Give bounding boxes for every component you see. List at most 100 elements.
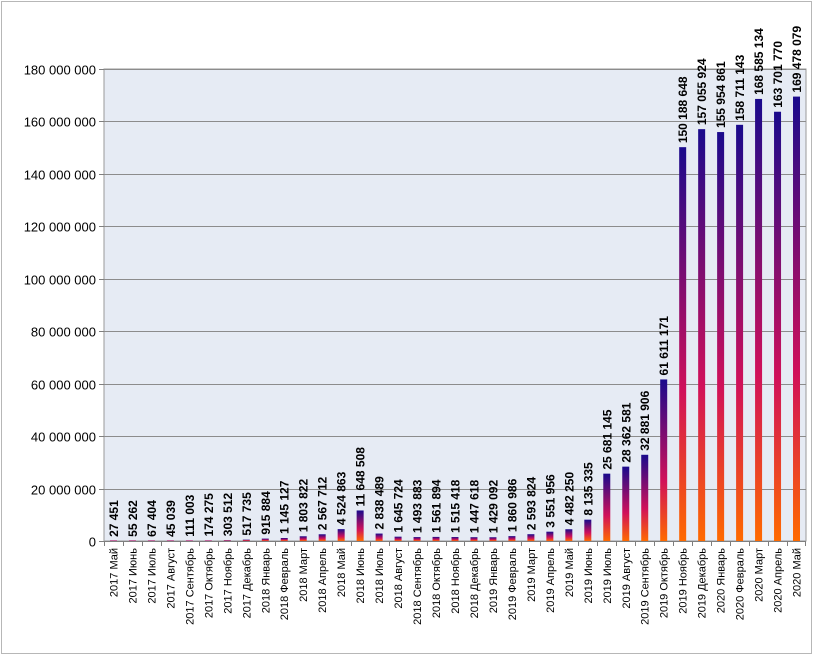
bar bbox=[147, 540, 155, 541]
x-tick-label: 2019 Январь bbox=[488, 548, 500, 614]
data-label: 2 593 824 bbox=[524, 476, 538, 530]
data-label: 4 524 863 bbox=[335, 471, 349, 525]
data-label: 1 561 894 bbox=[430, 479, 444, 533]
x-tick-label: 2018 Апрель bbox=[317, 548, 329, 613]
x-tick-label: 2018 Июнь bbox=[355, 548, 367, 604]
x-tick-label: 2020 Март bbox=[754, 548, 766, 602]
x-tick-label: 2019 Февраль bbox=[507, 548, 519, 621]
bar bbox=[508, 536, 516, 541]
data-label: 150 188 648 bbox=[676, 76, 690, 143]
data-label: 1 145 127 bbox=[278, 480, 292, 534]
data-label: 168 585 134 bbox=[752, 28, 766, 95]
x-tick-label: 2019 Март bbox=[526, 548, 538, 602]
x-tick-label: 2018 Февраль bbox=[279, 548, 291, 621]
x-tick-label: 2017 Июль bbox=[146, 548, 158, 604]
data-label: 1 803 822 bbox=[297, 479, 311, 533]
bar bbox=[736, 124, 744, 541]
x-tick-label: 2019 Май bbox=[564, 548, 576, 597]
x-tick-label: 2019 Июль bbox=[602, 548, 614, 604]
bar bbox=[489, 537, 497, 541]
plot-area bbox=[103, 68, 807, 542]
bar bbox=[242, 539, 250, 541]
x-tick-label: 2017 Октябрь bbox=[203, 548, 215, 618]
y-tick-label: 60 000 000 bbox=[31, 378, 96, 393]
x-tick-label: 2018 Декабрь bbox=[469, 548, 481, 619]
x-tick-label: 2019 Декабрь bbox=[697, 548, 709, 619]
bar bbox=[280, 538, 288, 541]
x-tick-label: 2017 Сентябрь bbox=[184, 548, 196, 625]
bar bbox=[755, 98, 763, 542]
data-label: 3 551 956 bbox=[543, 474, 557, 528]
bar bbox=[261, 538, 269, 541]
bar bbox=[622, 466, 630, 541]
y-tick-label: 80 000 000 bbox=[31, 325, 96, 340]
data-label: 4 482 250 bbox=[562, 472, 576, 526]
bar bbox=[793, 96, 801, 541]
x-tick-label: 2020 Апрель bbox=[773, 548, 785, 613]
bar bbox=[375, 533, 383, 541]
bar bbox=[299, 536, 307, 541]
data-label: 174 275 bbox=[202, 493, 216, 537]
y-tick-label: 180 000 000 bbox=[24, 63, 96, 78]
data-label: 55 262 bbox=[126, 500, 140, 537]
data-label: 915 884 bbox=[259, 491, 273, 535]
data-label: 28 362 581 bbox=[619, 402, 633, 462]
data-label: 25 681 145 bbox=[600, 409, 614, 469]
x-tick-label: 2017 Июнь bbox=[127, 548, 139, 604]
x-tick-label: 2019 Август bbox=[621, 548, 633, 609]
bar bbox=[204, 540, 212, 541]
bar bbox=[660, 379, 668, 541]
data-label: 157 055 924 bbox=[695, 58, 709, 125]
x-tick-label: 2019 Сентябрь bbox=[640, 548, 652, 625]
bar bbox=[413, 537, 421, 541]
x-tick-label: 2017 Май bbox=[108, 548, 120, 597]
bar bbox=[109, 540, 117, 541]
x-tick-label: 2018 Июль bbox=[374, 548, 386, 604]
y-tick-label: 120 000 000 bbox=[24, 220, 96, 235]
bar bbox=[318, 534, 326, 541]
bar bbox=[451, 537, 459, 541]
data-label: 1 429 092 bbox=[486, 480, 500, 534]
x-axis-tick-labels: 2017 Май 2017 Июнь 2017 Июль 2017 Август 201… bbox=[104, 541, 806, 625]
x-tick-label: 2019 Октябрь bbox=[659, 548, 671, 618]
bar bbox=[185, 540, 193, 541]
bar bbox=[774, 111, 782, 542]
data-label: 303 512 bbox=[221, 492, 235, 536]
bar bbox=[337, 529, 345, 541]
data-labels: 27 451 55 262 67 404 45 039 111 003 174 275 30… bbox=[107, 26, 804, 537]
x-tick-label: 2017 Август bbox=[165, 548, 177, 609]
bar bbox=[717, 132, 725, 542]
x-tick-label: 2018 Ноябрь bbox=[450, 548, 462, 614]
y-tick-label: 160 000 000 bbox=[24, 115, 96, 130]
x-tick-label: 2018 Сентябрь bbox=[412, 548, 424, 625]
y-axis-tick-labels: 0 20 000 000 40 000 000 60 000 000 80 000 00… bbox=[24, 63, 96, 550]
data-label: 32 881 906 bbox=[638, 390, 652, 450]
data-label: 8 135 335 bbox=[581, 462, 595, 516]
x-tick-label: 2019 Апрель bbox=[545, 548, 557, 613]
bar bbox=[565, 529, 573, 541]
data-label: 1 493 883 bbox=[411, 479, 425, 533]
data-label: 11 648 508 bbox=[354, 447, 368, 507]
y-tick-label: 20 000 000 bbox=[31, 483, 96, 498]
bar bbox=[432, 536, 440, 541]
data-label: 517 735 bbox=[240, 492, 254, 536]
x-tick-label: 2017 Ноябрь bbox=[222, 548, 234, 614]
data-label: 111 003 bbox=[183, 494, 197, 536]
x-tick-label: 2019 Июнь bbox=[583, 548, 595, 604]
x-tick-label: 2018 Январь bbox=[260, 548, 272, 614]
data-label: 2 838 489 bbox=[373, 476, 387, 530]
x-tick-label: 2020 Февраль bbox=[735, 548, 747, 621]
x-tick-label: 2018 Март bbox=[298, 548, 310, 602]
y-tick-label: 140 000 000 bbox=[24, 168, 96, 183]
y-tick-label: 40 000 000 bbox=[31, 430, 96, 445]
bar bbox=[679, 147, 687, 542]
gridlines bbox=[99, 69, 806, 542]
bar bbox=[546, 531, 554, 541]
data-label: 45 039 bbox=[164, 500, 178, 537]
data-label: 27 451 bbox=[107, 500, 121, 537]
bars bbox=[109, 96, 801, 542]
x-tick-label: 2020 Январь bbox=[716, 548, 728, 614]
bar bbox=[584, 519, 592, 541]
x-tick-label: 2018 Октябрь bbox=[431, 548, 443, 618]
